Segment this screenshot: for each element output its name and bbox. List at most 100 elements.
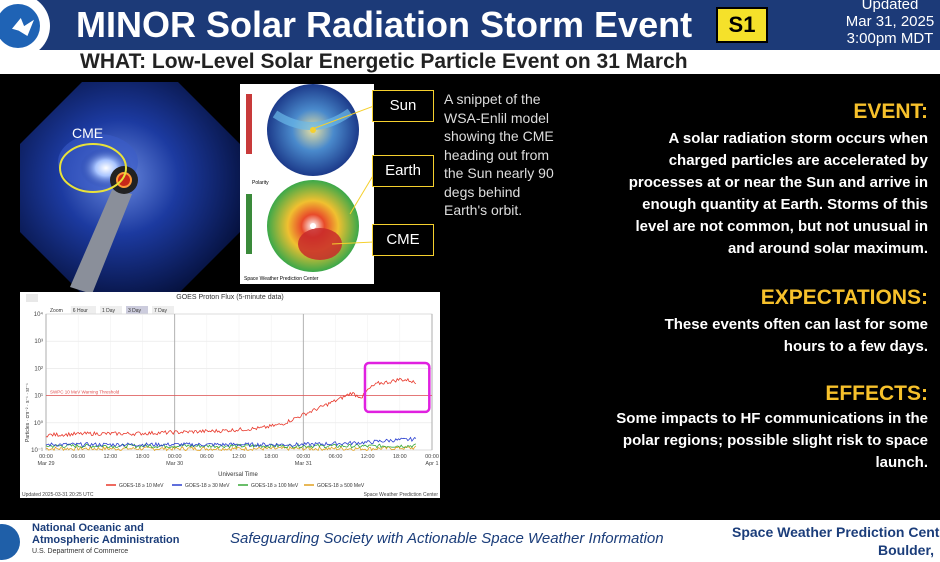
chart-title: GOES Proton Flux (5-minute data) — [176, 294, 283, 301]
effects-heading: EFFECTS: — [825, 382, 928, 405]
footer-org-line: Atmospheric Administration — [32, 534, 180, 546]
x-tick-label: 12:00 — [232, 454, 246, 460]
x-tick-label: 06:00 — [71, 454, 85, 460]
legend-label: GOES-18 ≥ 100 MeV — [251, 483, 299, 489]
legend-label: GOES-18 ≥ 500 MeV — [317, 483, 365, 489]
footer-slogan: Safeguarding Society with Actionable Spa… — [230, 530, 664, 547]
y-tick-label: 10³ — [34, 339, 43, 345]
range-button[interactable]: 1 Day — [100, 306, 122, 314]
chart-menu-button[interactable] — [26, 294, 38, 302]
x-tick-label: 00:00 — [425, 454, 439, 460]
range-button[interactable]: 7 Day — [152, 306, 174, 314]
footer-center: Space Weather Prediction Cent — [732, 524, 940, 540]
x-tick-label: 06:00 — [329, 454, 343, 460]
legend-label: GOES-18 ≥ 10 MeV — [119, 483, 164, 489]
flux-series-line — [45, 436, 417, 448]
chart-background — [20, 292, 440, 498]
x-tick-label: 12:00 — [361, 454, 375, 460]
nws-logo-icon — [0, 0, 50, 58]
noaa-logo-icon — [0, 524, 20, 560]
model-credit: Space Weather Prediction Center — [244, 276, 319, 282]
legend-item: GOES-18 ≥ 10 MeV — [106, 483, 164, 489]
subtitle-bar: WHAT: Low-Level Solar Energetic Particle… — [0, 50, 940, 74]
range-button[interactable]: 6 Hour — [70, 306, 96, 314]
y-tick-label: 10⁻¹ — [31, 448, 43, 454]
chart-timestamp: Updated 2025-03-31 20:25 UTC — [22, 492, 94, 498]
flux-series-line — [45, 377, 417, 438]
range-button: Zoom — [50, 308, 63, 314]
flux-series-line — [45, 442, 417, 449]
model-caption: A snippet of the WSA-Enlil model showing… — [444, 91, 554, 218]
x-tick-label: 00:00 — [39, 454, 53, 460]
footer-bar: National Oceanic and Atmospheric Adminis… — [0, 520, 940, 562]
range-button-label: 1 Day — [102, 308, 116, 314]
expectations-heading: EXPECTATIONS: — [760, 286, 928, 309]
occulter-pylon — [70, 190, 132, 294]
chart-credit: Space Weather Prediction Center — [364, 492, 439, 498]
x-tick-label: 00:00 — [296, 454, 310, 460]
x-date-label: Mar 30 — [166, 461, 183, 467]
updated-date: Mar 31, 2025 — [845, 13, 935, 30]
range-button-label: Zoom — [50, 308, 63, 314]
flux-series-line — [45, 445, 417, 452]
range-button-label: 6 Hour — [73, 308, 88, 314]
page-title: MINOR Solar Radiation Storm Event — [76, 4, 693, 45]
earth-annotation: Earth — [372, 155, 434, 187]
highlight-box — [363, 361, 431, 414]
sun-disk-icon — [116, 172, 132, 188]
x-tick-label: 18:00 — [136, 454, 150, 460]
range-button-label: 7 Day — [154, 308, 168, 314]
scale-badge: S1 — [716, 7, 768, 43]
cme-circle-annotation — [59, 143, 127, 193]
footer-location: Boulder, — [878, 542, 935, 558]
legend-item: GOES-18 ≥ 100 MeV — [238, 483, 299, 489]
event-line: processes at or near the Sun and arrive … — [628, 174, 928, 191]
range-button-bg — [152, 306, 174, 314]
cme-annotation: CME — [372, 224, 434, 256]
event-line: enough quantity at Earth. Storms of this — [642, 196, 928, 213]
footer-org: National Oceanic and Atmospheric Adminis… — [32, 522, 180, 546]
range-button-label: 3 Day — [128, 308, 142, 314]
effects-line: Some impacts to HF communications in the — [616, 410, 928, 427]
event-line: A solar radiation storm occurs when — [668, 130, 928, 147]
y-tick-label: 10¹ — [34, 394, 43, 400]
legend-item: GOES-18 ≥ 500 MeV — [304, 483, 365, 489]
goes-proton-flux-chart: GOES Proton Flux (5-minute data) Zoom 6 H… — [20, 292, 440, 498]
x-date-label: Apr 1 — [425, 461, 438, 467]
effects-line: polar regions; possible slight risk to s… — [622, 432, 928, 449]
expectations-section: EXPECTATIONS: These events often can las… — [665, 286, 928, 358]
range-button[interactable]: 3 Day — [126, 306, 148, 314]
cme-label: CME — [72, 125, 103, 141]
y-tick-label: 10² — [34, 366, 43, 372]
sun-marker-icon — [310, 127, 316, 133]
earth-marker-icon — [310, 223, 316, 229]
expectations-line: These events often can last for some — [664, 316, 928, 333]
legend-label: GOES-18 ≥ 30 MeV — [185, 483, 230, 489]
footer-dept: U.S. Department of Commerce — [32, 548, 129, 555]
range-button-bg — [100, 306, 122, 314]
enlil-model-image: Polarity Space Weather Prediction Center — [240, 84, 374, 284]
event-line: and around solar maximum. — [727, 240, 928, 257]
header-bar: MINOR Solar Radiation Storm Event S1 Upd… — [0, 0, 940, 58]
x-date-label: Mar 31 — [295, 461, 312, 467]
x-tick-label: 12:00 — [103, 454, 117, 460]
range-button-bg — [126, 306, 148, 314]
legend-item: GOES-18 ≥ 30 MeV — [172, 483, 230, 489]
x-tick-label: 18:00 — [393, 454, 407, 460]
chart-x-label: Universal Time — [218, 472, 258, 478]
sun-annotation: Sun — [372, 90, 434, 122]
updated-stamp: Updated Mar 31, 2025 3:00pm MDT — [830, 0, 940, 47]
y-tick-label: 10⁴ — [34, 311, 44, 318]
threshold-label: SWPC 10 MeV Warning Threshold — [50, 390, 120, 395]
updated-label: Updated — [861, 0, 919, 13]
x-tick-label: 00:00 — [168, 454, 182, 460]
chart-y-label: Particles · cm⁻² · s⁻¹ · sr⁻¹ — [25, 383, 31, 442]
x-tick-label: 18:00 — [264, 454, 278, 460]
expectations-line: hours to a few days. — [783, 338, 928, 355]
x-date-label: Mar 29 — [37, 461, 54, 467]
polarity-label: Polarity — [252, 180, 269, 186]
effects-section: EFFECTS: Some impacts to HF communicatio… — [616, 382, 928, 474]
effects-line: launch. — [875, 454, 928, 471]
coronagraph-image: CME — [20, 82, 240, 294]
event-section: EVENT: A solar radiation storm occurs wh… — [629, 100, 928, 260]
